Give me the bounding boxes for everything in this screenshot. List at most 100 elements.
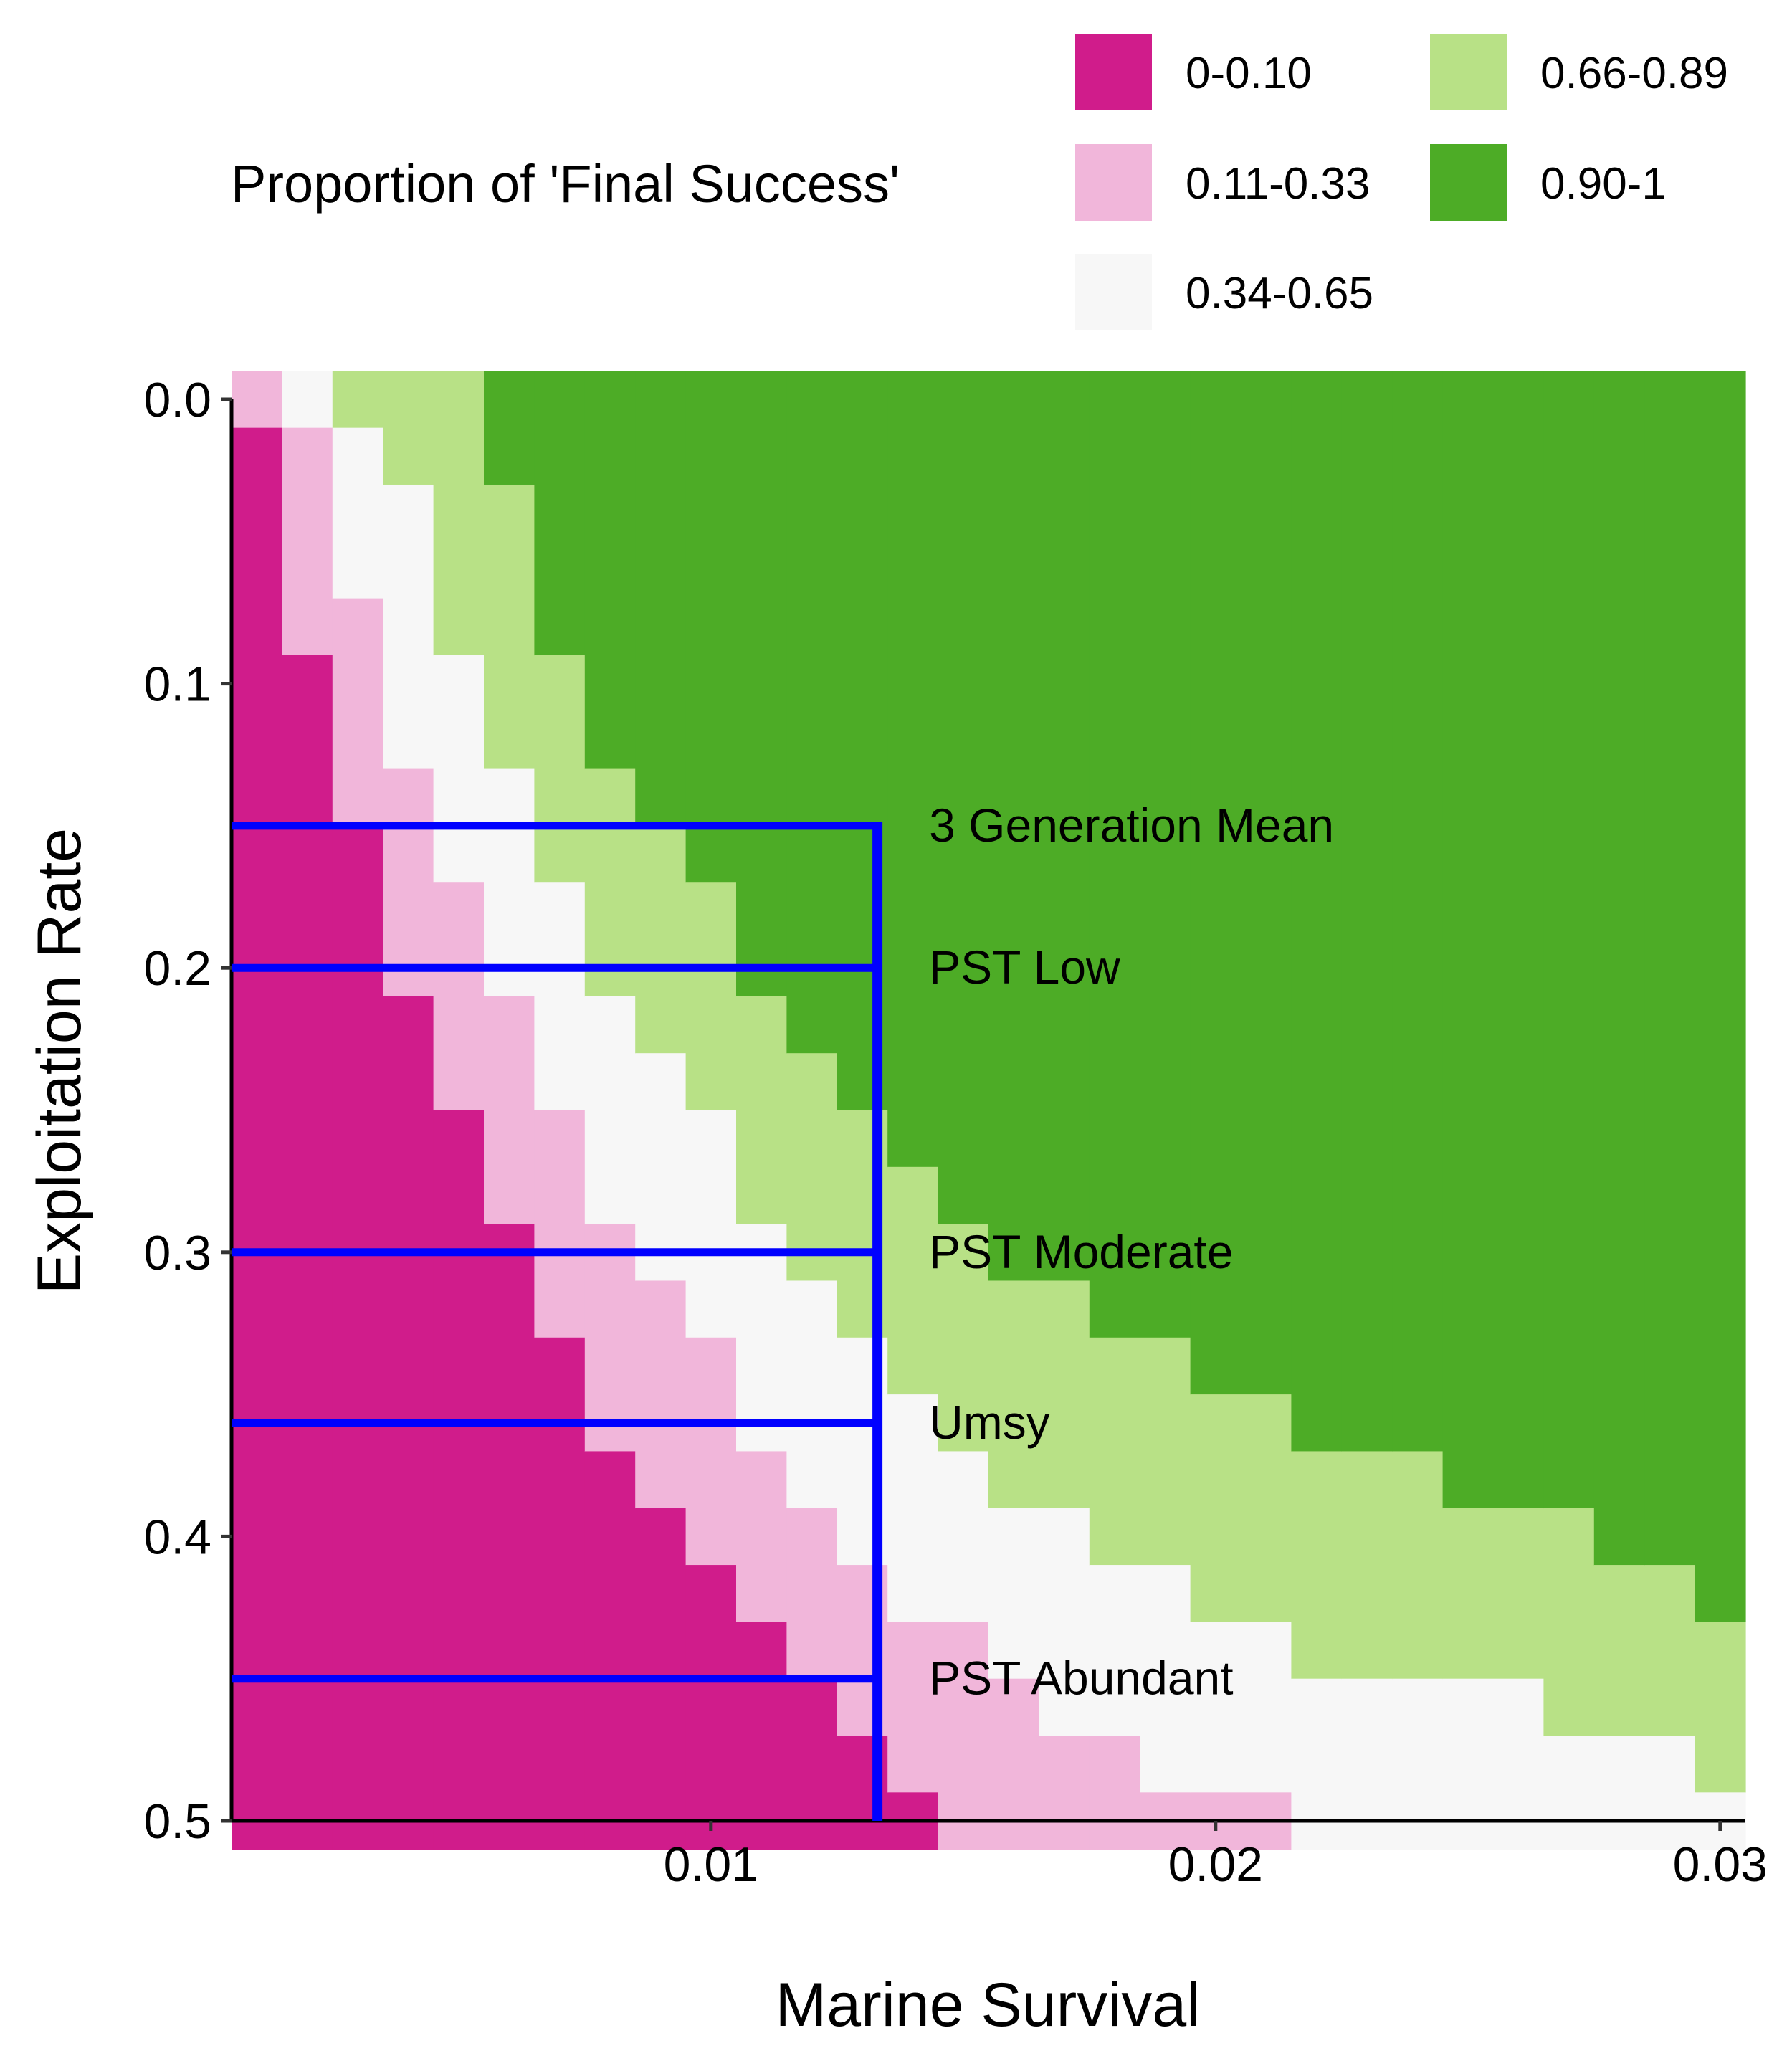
heatmap-cell bbox=[736, 1224, 787, 1452]
heatmap-cell bbox=[433, 882, 485, 1111]
heatmap-cell bbox=[1190, 1394, 1241, 1622]
reference-line-label: 3 Generation Mean bbox=[929, 799, 1334, 852]
legend-swatch bbox=[1430, 34, 1507, 110]
heatmap-cell bbox=[1341, 371, 1393, 1452]
heatmap-cell bbox=[332, 427, 383, 599]
heatmap-cell bbox=[988, 1280, 1039, 1509]
heatmap-cell bbox=[887, 1166, 939, 1395]
heatmap-cell bbox=[484, 371, 535, 485]
reference-line-label: PST Moderate bbox=[929, 1225, 1233, 1278]
heatmap-cell bbox=[1190, 371, 1241, 1395]
heatmap-cell bbox=[1241, 371, 1292, 1395]
legend-label: 0.11-0.33 bbox=[1186, 159, 1370, 209]
heatmap-cell bbox=[685, 371, 737, 883]
heatmap-cell bbox=[635, 1280, 687, 1509]
heatmap-cell bbox=[584, 1224, 636, 1452]
heatmap-cell bbox=[1493, 371, 1544, 1509]
legend-swatch bbox=[1430, 144, 1507, 221]
y-axis-title: Exploitation Rate bbox=[25, 828, 94, 1294]
legend-swatch bbox=[1075, 144, 1152, 221]
heatmap-cell bbox=[1593, 371, 1645, 1566]
heatmap-cell bbox=[736, 1451, 787, 1622]
heatmap-cell bbox=[1593, 1736, 1645, 1850]
heatmap-cell bbox=[1442, 1678, 1494, 1850]
reference-line-label: PST Abundant bbox=[929, 1652, 1233, 1705]
heatmap-cell bbox=[1695, 371, 1746, 1622]
y-tick-label: 0.3 bbox=[143, 1226, 211, 1280]
reference-lines: 3 Generation Mean PST Low PST Moderate Umsy… bbox=[232, 799, 1334, 1821]
heatmap-cell bbox=[1291, 371, 1343, 1452]
heatmap-cell bbox=[484, 1224, 535, 1850]
heatmap-cell bbox=[938, 1451, 989, 1622]
heatmap-cell bbox=[584, 371, 636, 770]
heatmap-cell bbox=[1190, 1622, 1241, 1793]
heatmap-cell bbox=[1543, 371, 1595, 1509]
reference-line-label: PST Low bbox=[929, 941, 1120, 994]
legend-label: 0.66-0.89 bbox=[1540, 49, 1728, 98]
heatmap-cell bbox=[1291, 1678, 1343, 1850]
heatmap-cell bbox=[938, 1622, 989, 1850]
heatmap-cell bbox=[584, 1451, 636, 1850]
heatmap-cell bbox=[584, 768, 636, 997]
heatmap-cell bbox=[1593, 1565, 1645, 1736]
heatmap-cell bbox=[1089, 1337, 1140, 1566]
heatmap-cell bbox=[332, 371, 383, 429]
x-tick-label: 0.01 bbox=[664, 1837, 758, 1892]
heatmap-cell bbox=[383, 371, 434, 485]
heatmap-cell bbox=[786, 1053, 838, 1282]
heatmap-cell bbox=[584, 996, 636, 1224]
legend-label: 0.34-0.65 bbox=[1186, 269, 1373, 318]
heatmap-cell bbox=[635, 825, 687, 1054]
heatmap-cell bbox=[635, 1053, 687, 1282]
heatmap-cell bbox=[685, 1110, 737, 1338]
heatmap-cell bbox=[232, 427, 282, 1850]
heatmap-cell bbox=[332, 598, 383, 827]
heatmap-cell bbox=[685, 1565, 737, 1850]
heatmap-cell bbox=[534, 371, 586, 656]
heatmap-cell bbox=[1089, 1565, 1140, 1736]
heatmap-cell bbox=[1140, 1337, 1191, 1566]
y-tick-label: 0.1 bbox=[143, 657, 211, 712]
heatmap-cell bbox=[736, 996, 787, 1224]
y-tick-label: 0.5 bbox=[143, 1794, 211, 1849]
heatmap-cell bbox=[1644, 371, 1696, 1566]
heatmap-cell bbox=[383, 768, 434, 997]
heatmap-cell bbox=[736, 1622, 787, 1850]
legend-swatch bbox=[1075, 34, 1152, 110]
heatmap-cell bbox=[1392, 371, 1444, 1452]
x-tick-label: 0.03 bbox=[1673, 1837, 1768, 1892]
heatmap-cell bbox=[1241, 1622, 1292, 1793]
heatmap-cell bbox=[282, 427, 333, 656]
heatmap-cell bbox=[988, 1508, 1039, 1680]
heatmap-cell bbox=[1442, 371, 1494, 1509]
heatmap-cell bbox=[1543, 1508, 1595, 1736]
heatmap-cell bbox=[1140, 371, 1191, 1338]
heatmap-cell bbox=[1039, 371, 1090, 1282]
heatmap-cell bbox=[282, 371, 333, 429]
heatmap-cell bbox=[534, 655, 586, 883]
heatmap-cell bbox=[534, 1110, 586, 1338]
heatmap-cell bbox=[383, 484, 434, 770]
heatmap-cell bbox=[1291, 1451, 1343, 1680]
axes: 0.0 0.1 0.2 0.3 0.4 0.5 0.01 0.02 0.03 bbox=[143, 373, 1768, 1892]
x-axis-title: Marine Survival bbox=[776, 1971, 1201, 2039]
heatmap-cell bbox=[1543, 1736, 1595, 1850]
heatmap-cell bbox=[1392, 1678, 1444, 1850]
heatmap-cell bbox=[786, 1508, 838, 1680]
heatmap-cell bbox=[685, 1337, 737, 1566]
heatmap-cell bbox=[685, 882, 737, 1111]
legend-swatch bbox=[1075, 254, 1152, 330]
heatmap-cell bbox=[1695, 1622, 1746, 1793]
heatmap-cell bbox=[484, 768, 535, 997]
reference-line-label: Umsy bbox=[929, 1396, 1050, 1449]
heatmap-cells bbox=[232, 371, 1746, 1850]
heatmap-cell bbox=[1341, 1451, 1393, 1680]
x-tick-label: 0.02 bbox=[1168, 1837, 1263, 1892]
heatmap-cell bbox=[1493, 1508, 1544, 1680]
heatmap-cell bbox=[1089, 371, 1140, 1338]
heatmap-cell bbox=[938, 371, 989, 1224]
heatmap-cell bbox=[484, 484, 535, 770]
y-tick-label: 0.4 bbox=[143, 1510, 211, 1564]
heatmap-cell bbox=[1140, 1565, 1191, 1793]
